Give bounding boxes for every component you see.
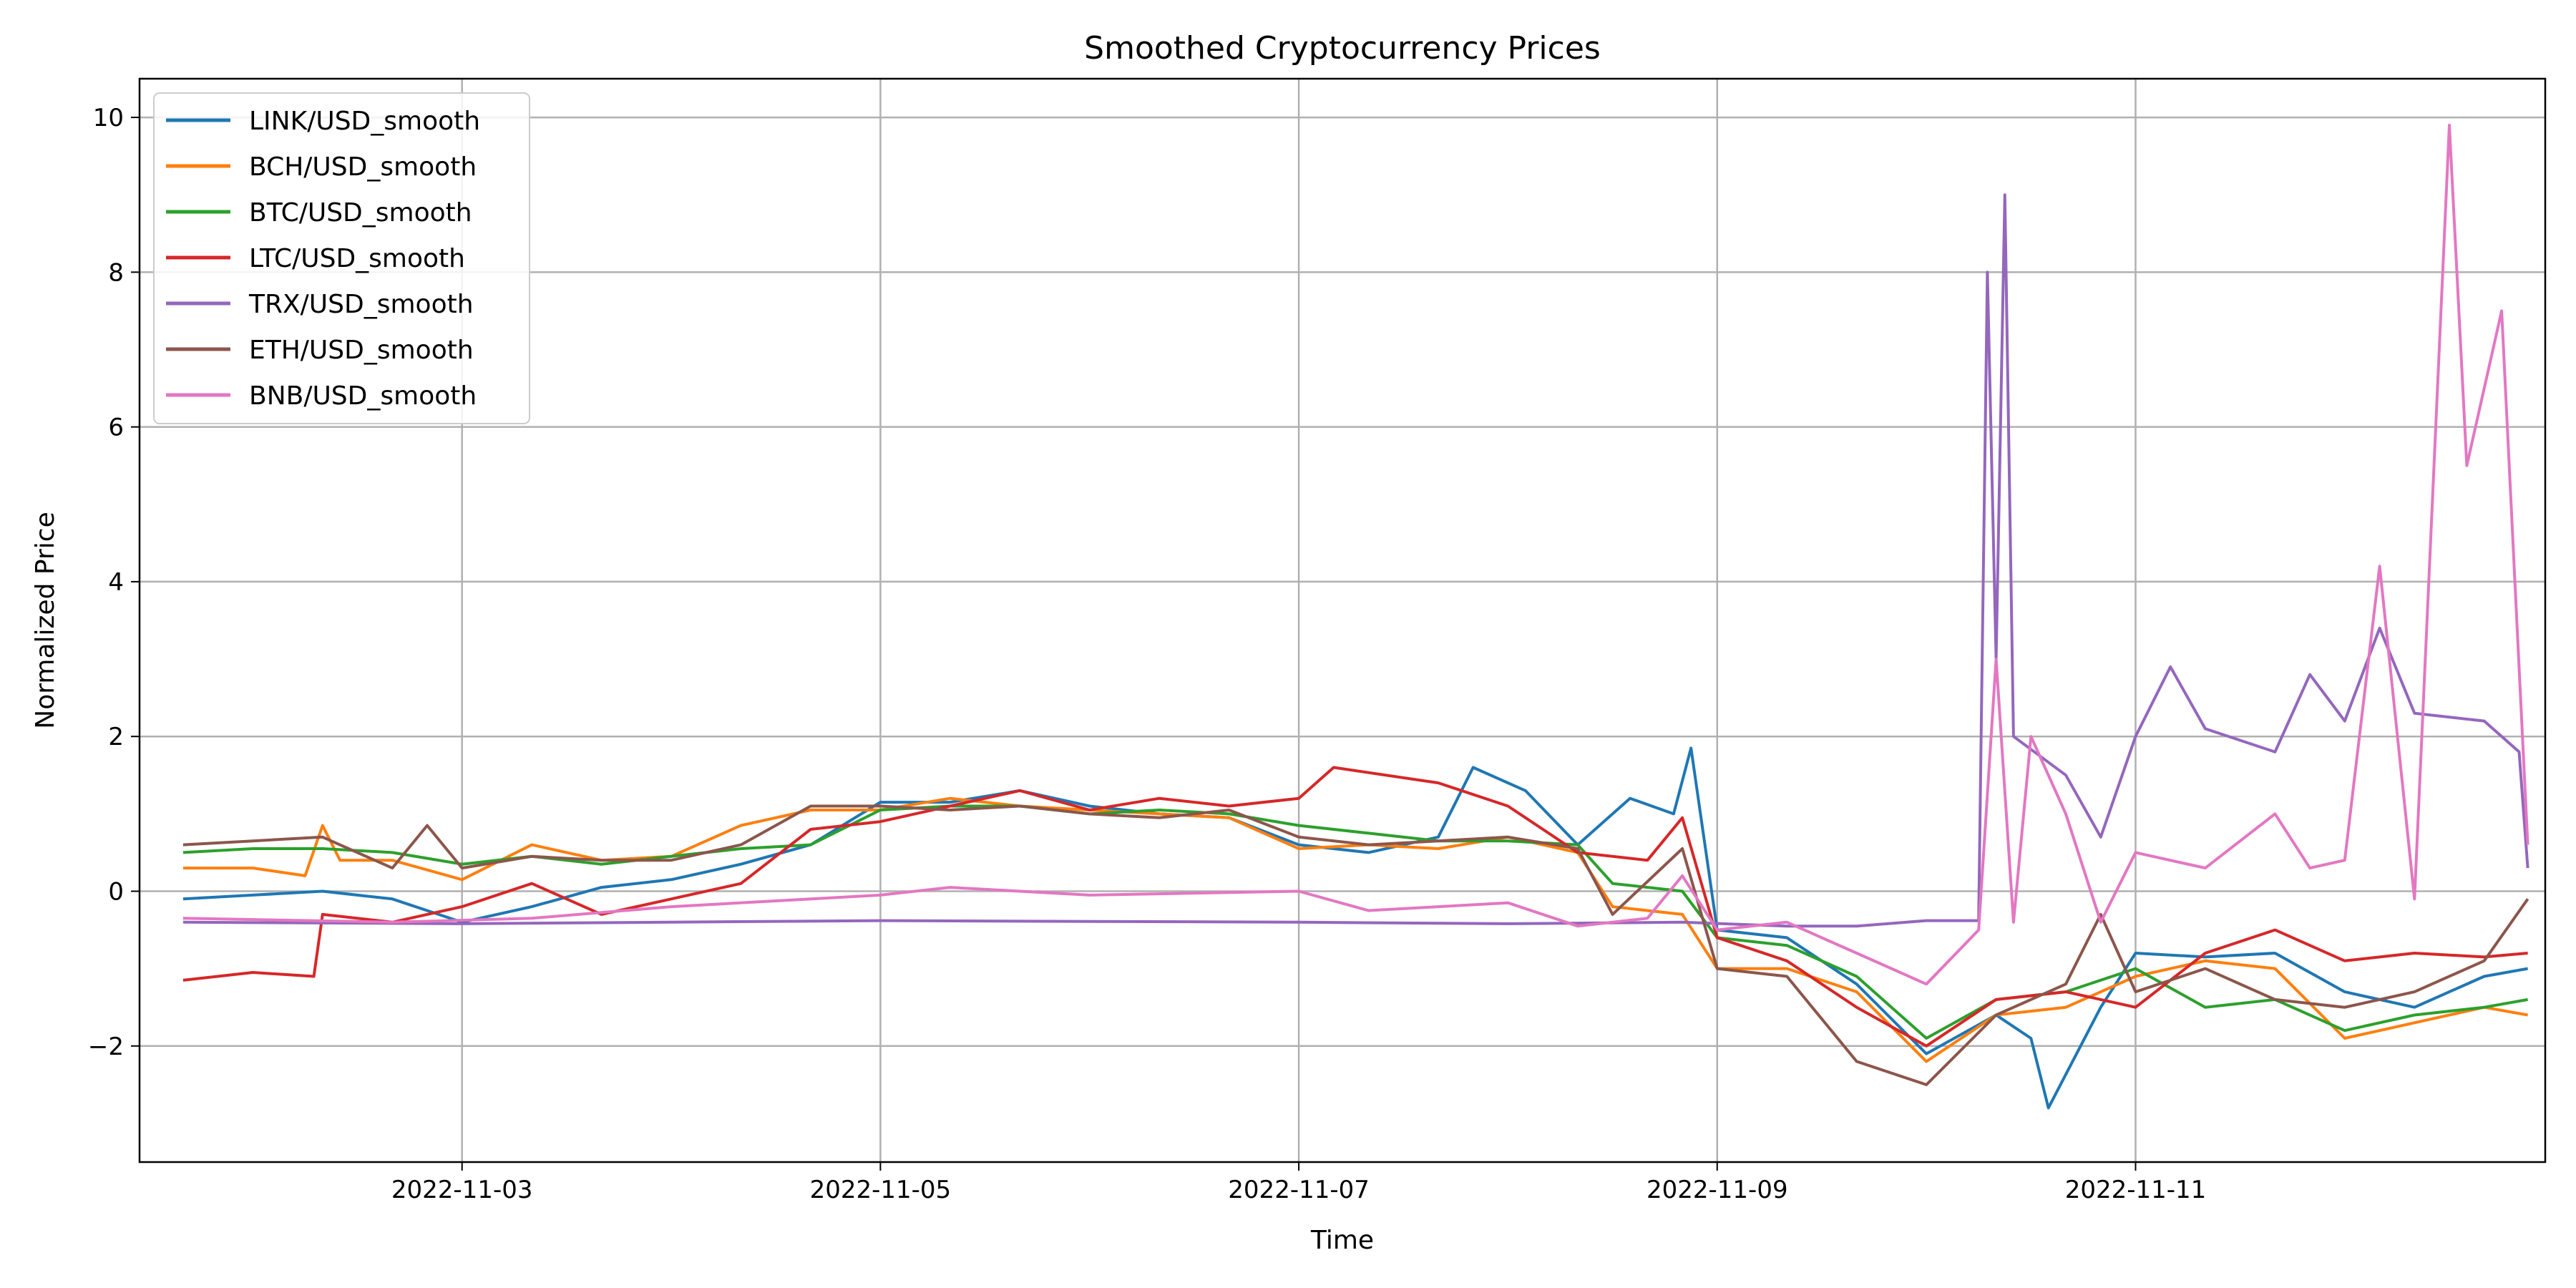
series-line-eth	[182, 804, 2529, 1086]
x-tick-label: 2022-11-05	[810, 1176, 952, 1204]
series-line-link	[182, 746, 2528, 1110]
legend-label: BTC/USD_smooth	[249, 198, 472, 228]
x-tick-label: 2022-11-07	[1228, 1176, 1370, 1204]
series-line-btc	[182, 804, 2528, 1040]
legend-label: TRX/USD_smooth	[248, 290, 474, 319]
legend-box	[153, 92, 530, 424]
legend-label: ETH/USD_smooth	[249, 336, 474, 365]
series-line-ltc	[182, 766, 2528, 1048]
y-tick-label: 8	[108, 258, 124, 287]
legend-label: BNB/USD_smooth	[249, 381, 477, 411]
y-tick-label: 4	[108, 568, 124, 597]
y-tick-label: 10	[93, 104, 124, 132]
x-tick-label: 2022-11-03	[391, 1176, 533, 1204]
x-tick-label: 2022-11-09	[1646, 1176, 1788, 1204]
legend-label: BCH/USD_smooth	[249, 152, 477, 182]
axis-ticks: 2022-11-03 2022-11-05 2022-11-07 2022-11-09…	[88, 104, 2206, 1204]
legend-label: LTC/USD_smooth	[249, 244, 465, 273]
plot-area-frame	[138, 77, 2547, 1163]
series-lines	[182, 123, 2529, 1110]
y-tick-label: 2	[108, 723, 124, 751]
series-line-bnb	[182, 123, 2529, 986]
legend: LINK/USD_smooth BCH/USD_smooth BTC/USD_smo…	[153, 92, 530, 424]
x-axis-label: Time	[1310, 1226, 1374, 1255]
gridlines	[140, 79, 2545, 1162]
series-line-bch	[182, 796, 2528, 1063]
y-axis-label: Normalized Price	[31, 512, 60, 728]
y-tick-label: 0	[108, 878, 124, 907]
x-tick-label: 2022-11-11	[2065, 1176, 2207, 1204]
y-tick-label: −2	[88, 1033, 124, 1061]
legend-label: LINK/USD_smooth	[249, 107, 480, 136]
y-tick-label: 6	[108, 414, 124, 442]
chart-title: Smoothed Cryptocurrency Prices	[1084, 30, 1601, 67]
